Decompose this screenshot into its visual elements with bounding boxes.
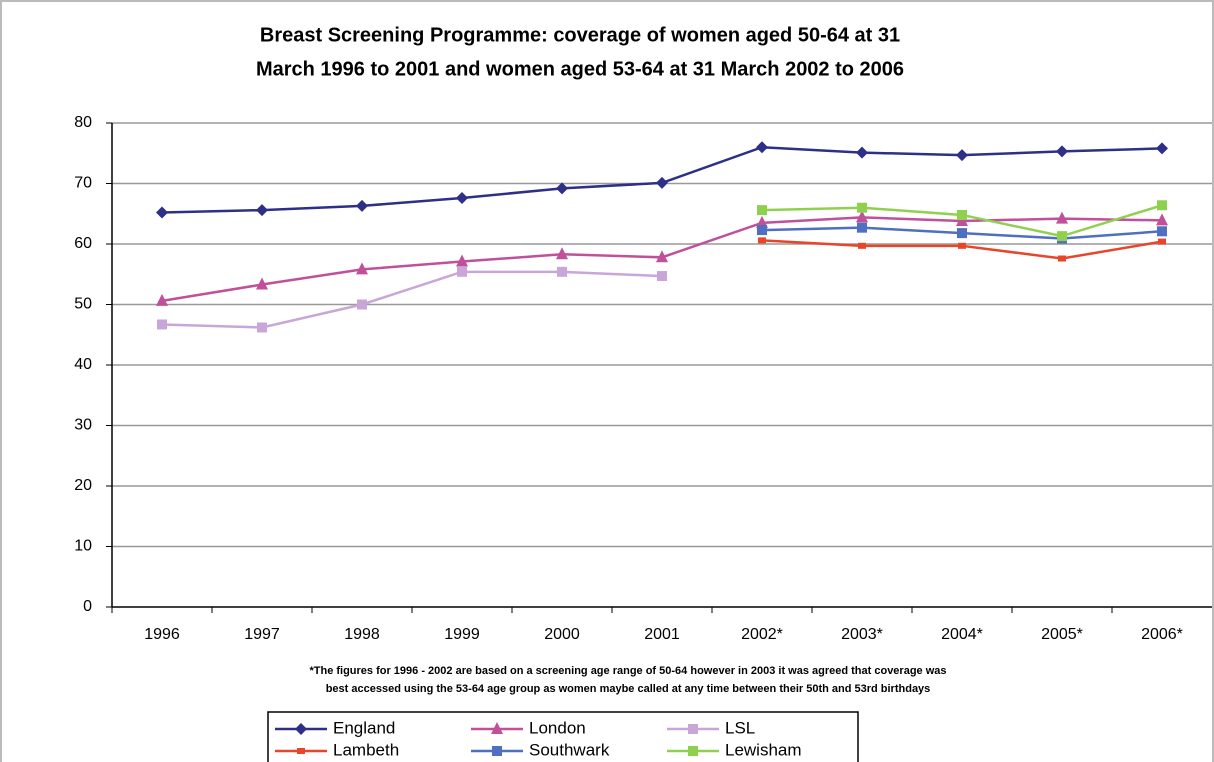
x-tick-label: 1999 xyxy=(444,626,480,643)
legend-label: LSL xyxy=(725,718,755,737)
y-tick-label: 20 xyxy=(74,477,92,494)
data-point xyxy=(656,176,668,189)
legend-label: England xyxy=(333,718,395,737)
data-point xyxy=(1056,211,1068,224)
data-point xyxy=(1156,213,1168,226)
data-point xyxy=(156,206,168,219)
legend-label: London xyxy=(529,718,586,737)
x-tick-label: 2006* xyxy=(1141,626,1183,643)
legend xyxy=(267,711,859,762)
y-tick-label: 80 xyxy=(74,114,92,131)
data-point xyxy=(557,266,567,277)
y-tick-label: 60 xyxy=(74,235,92,252)
y-tick-label: 50 xyxy=(74,296,92,313)
x-tick-label: 2004* xyxy=(941,626,983,643)
data-point xyxy=(957,228,967,239)
data-point xyxy=(956,149,968,162)
footnote: best accessed using the 53-64 age group … xyxy=(326,683,931,695)
footnote: *The figures for 1996 - 2002 are based o… xyxy=(309,665,946,677)
legend-marker xyxy=(688,724,698,734)
y-tick-label: 70 xyxy=(74,175,92,192)
data-point xyxy=(257,322,267,333)
data-point xyxy=(958,242,966,249)
data-point xyxy=(556,182,568,195)
data-point xyxy=(756,215,768,228)
data-point xyxy=(857,222,867,233)
data-point xyxy=(456,192,468,205)
data-point xyxy=(856,210,868,223)
x-tick-label: 1998 xyxy=(344,626,380,643)
data-point xyxy=(457,266,467,277)
chart-title: Breast Screening Programme: coverage of … xyxy=(260,24,900,46)
legend-marker xyxy=(297,748,305,754)
legend-marker xyxy=(491,722,503,734)
legend-label: Lambeth xyxy=(333,740,399,759)
legend-marker xyxy=(492,746,502,756)
data-point xyxy=(356,262,368,275)
x-tick-label: 2002* xyxy=(741,626,783,643)
data-point xyxy=(357,299,367,310)
data-point xyxy=(756,141,768,154)
series-line xyxy=(161,270,663,329)
legend-label: Lewisham xyxy=(725,740,802,759)
data-point xyxy=(456,254,468,267)
data-point xyxy=(956,214,968,227)
x-tick-label: 1997 xyxy=(244,626,280,643)
data-point xyxy=(256,277,268,290)
data-point xyxy=(1157,200,1167,211)
data-point xyxy=(1057,231,1067,242)
data-point xyxy=(1157,226,1167,237)
data-point xyxy=(1156,142,1168,155)
data-point xyxy=(256,204,268,217)
y-tick-label: 10 xyxy=(74,538,92,555)
data-point xyxy=(856,146,868,159)
x-tick-label: 2005* xyxy=(1041,626,1083,643)
data-point xyxy=(156,293,168,306)
data-point xyxy=(1058,255,1066,262)
chart-title: March 1996 to 2001 and women aged 53-64 … xyxy=(256,58,904,80)
data-point xyxy=(857,202,867,213)
data-point xyxy=(957,209,967,220)
x-tick-label: 2001 xyxy=(644,626,680,643)
legend-marker xyxy=(295,723,307,735)
data-point xyxy=(758,237,766,244)
x-tick-label: 1996 xyxy=(144,626,180,643)
x-tick-label: 2003* xyxy=(841,626,883,643)
data-point xyxy=(356,199,368,212)
data-point xyxy=(657,271,667,282)
data-point xyxy=(1158,238,1166,245)
legend-marker xyxy=(688,746,698,756)
y-tick-label: 0 xyxy=(83,598,92,615)
data-point xyxy=(757,205,767,216)
x-tick-label: 2000 xyxy=(544,626,580,643)
data-point xyxy=(1056,145,1068,158)
y-tick-label: 30 xyxy=(74,417,92,434)
data-point xyxy=(656,250,668,263)
legend-label: Southwark xyxy=(529,740,610,759)
data-point xyxy=(757,225,767,236)
y-tick-label: 40 xyxy=(74,356,92,373)
data-point xyxy=(157,319,167,330)
data-point xyxy=(556,247,568,260)
data-point xyxy=(858,242,866,249)
